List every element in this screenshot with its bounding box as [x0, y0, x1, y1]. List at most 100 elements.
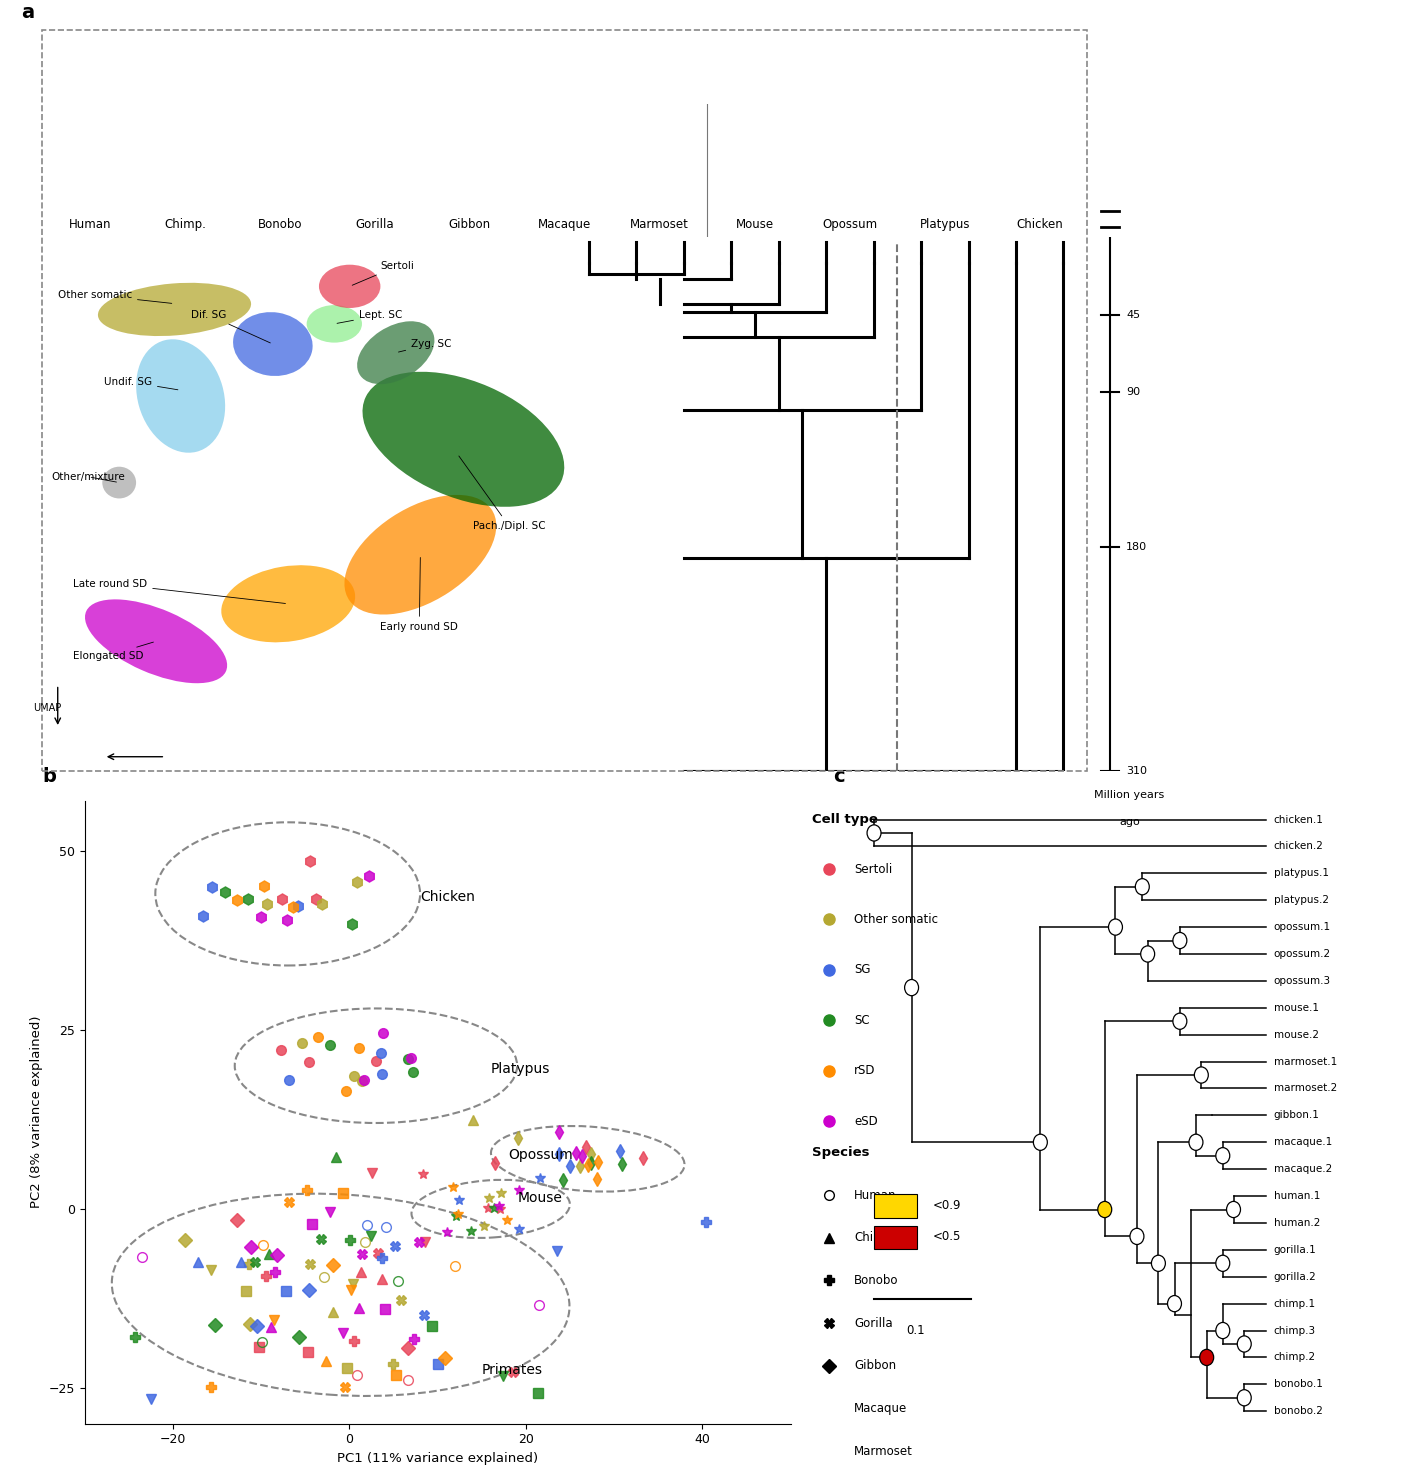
- Text: human.2: human.2: [1274, 1218, 1320, 1228]
- Text: Pach./Dipl. SC: Pach./Dipl. SC: [459, 455, 545, 531]
- Text: gorilla.2: gorilla.2: [1274, 1272, 1316, 1281]
- Text: Late round SD: Late round SD: [73, 578, 285, 604]
- Text: opossum.1: opossum.1: [1274, 922, 1332, 933]
- Text: Other somatic: Other somatic: [854, 914, 938, 925]
- Text: Bonobo: Bonobo: [257, 218, 302, 230]
- Circle shape: [1200, 1350, 1214, 1366]
- Text: bonobo.1: bonobo.1: [1274, 1379, 1323, 1390]
- Text: platypus.1: platypus.1: [1274, 869, 1329, 878]
- Circle shape: [1173, 933, 1187, 949]
- Text: <0.9: <0.9: [933, 1200, 962, 1212]
- Text: mouse.1: mouse.1: [1274, 1003, 1319, 1013]
- Text: Marmoset: Marmoset: [630, 218, 689, 230]
- Text: SG: SG: [854, 964, 871, 976]
- Text: Mouse: Mouse: [736, 218, 774, 230]
- Circle shape: [905, 979, 919, 995]
- Text: opossum.3: opossum.3: [1274, 976, 1332, 986]
- Text: Macaque: Macaque: [538, 218, 592, 230]
- Text: UMAP: UMAP: [32, 703, 61, 713]
- Text: Gorilla: Gorilla: [854, 1317, 892, 1330]
- Ellipse shape: [306, 305, 361, 343]
- Ellipse shape: [136, 340, 225, 452]
- Text: Human: Human: [69, 218, 112, 230]
- Y-axis label: PC2 (8% variance explained): PC2 (8% variance explained): [30, 1016, 44, 1209]
- Text: 45: 45: [1127, 310, 1141, 320]
- Text: ago: ago: [1120, 817, 1139, 826]
- Text: Elongated SD: Elongated SD: [73, 642, 154, 661]
- Circle shape: [1237, 1336, 1251, 1352]
- Ellipse shape: [233, 311, 312, 377]
- Ellipse shape: [102, 467, 136, 498]
- Text: 180: 180: [1127, 543, 1147, 552]
- Text: Sertoli: Sertoli: [854, 863, 892, 875]
- Text: Primates: Primates: [481, 1363, 542, 1376]
- Text: Platypus: Platypus: [919, 218, 970, 230]
- Text: Chimp.: Chimp.: [854, 1231, 897, 1244]
- Ellipse shape: [85, 599, 227, 684]
- Ellipse shape: [222, 565, 356, 642]
- Text: Species: Species: [812, 1146, 870, 1160]
- Circle shape: [1227, 1201, 1241, 1218]
- Ellipse shape: [319, 264, 380, 308]
- Text: Opossum: Opossum: [822, 218, 877, 230]
- Circle shape: [1173, 1013, 1187, 1029]
- Text: <0.5: <0.5: [933, 1231, 962, 1243]
- Text: Opossum: Opossum: [508, 1148, 573, 1161]
- Ellipse shape: [357, 322, 435, 384]
- Text: Bonobo: Bonobo: [854, 1274, 899, 1287]
- Text: Lept. SC: Lept. SC: [337, 310, 402, 323]
- Text: chicken.2: chicken.2: [1274, 841, 1323, 851]
- Circle shape: [1130, 1228, 1144, 1244]
- Text: Zyg. SC: Zyg. SC: [398, 340, 452, 351]
- Circle shape: [1168, 1296, 1182, 1312]
- Text: Early round SD: Early round SD: [380, 558, 459, 632]
- Text: Macaque: Macaque: [854, 1401, 908, 1415]
- Circle shape: [1097, 1201, 1111, 1218]
- Text: Chicken: Chicken: [1017, 218, 1063, 230]
- Text: Gibbon: Gibbon: [854, 1360, 897, 1372]
- Text: macaque.1: macaque.1: [1274, 1137, 1332, 1148]
- Text: chimp.1: chimp.1: [1274, 1299, 1316, 1308]
- Circle shape: [1237, 1390, 1251, 1406]
- Text: Gibbon: Gibbon: [449, 218, 491, 230]
- Text: eSD: eSD: [854, 1115, 878, 1127]
- Circle shape: [1108, 919, 1123, 936]
- X-axis label: PC1 (11% variance explained): PC1 (11% variance explained): [337, 1452, 538, 1465]
- Text: gorilla.1: gorilla.1: [1274, 1244, 1316, 1255]
- Text: Undif. SG: Undif. SG: [104, 377, 178, 390]
- Text: Sertoli: Sertoli: [352, 261, 414, 285]
- Text: chimp.3: chimp.3: [1274, 1326, 1316, 1336]
- Ellipse shape: [345, 495, 496, 614]
- Text: chicken.1: chicken.1: [1274, 814, 1323, 825]
- Text: 0.1: 0.1: [907, 1324, 925, 1336]
- Text: Other/mixture: Other/mixture: [52, 472, 126, 482]
- Text: platypus.2: platypus.2: [1274, 896, 1329, 905]
- Circle shape: [1216, 1148, 1230, 1164]
- Circle shape: [1216, 1255, 1230, 1271]
- Circle shape: [867, 825, 881, 841]
- Ellipse shape: [97, 283, 251, 337]
- Text: a: a: [21, 3, 34, 22]
- Text: Other somatic: Other somatic: [58, 291, 172, 304]
- Text: Dif. SG: Dif. SG: [192, 310, 270, 343]
- Text: marmoset.1: marmoset.1: [1274, 1056, 1337, 1066]
- Text: c: c: [833, 767, 844, 786]
- Text: mouse.2: mouse.2: [1274, 1029, 1319, 1040]
- Text: Platypus: Platypus: [491, 1062, 551, 1075]
- Circle shape: [1151, 1255, 1165, 1271]
- Circle shape: [1195, 1066, 1209, 1083]
- Circle shape: [1141, 946, 1155, 962]
- Text: Marmoset: Marmoset: [854, 1444, 914, 1458]
- Text: Chicken: Chicken: [421, 890, 474, 905]
- Text: rSD: rSD: [854, 1065, 875, 1077]
- Text: 310: 310: [1127, 767, 1147, 776]
- Text: 90: 90: [1127, 387, 1141, 397]
- Circle shape: [1034, 1134, 1048, 1151]
- Text: bonobo.2: bonobo.2: [1274, 1406, 1323, 1416]
- Bar: [874, 1194, 916, 1218]
- Text: Cell type: Cell type: [812, 813, 878, 826]
- Text: chimp.2: chimp.2: [1274, 1352, 1316, 1363]
- Text: opossum.2: opossum.2: [1274, 949, 1332, 960]
- Circle shape: [1189, 1134, 1203, 1151]
- Text: SC: SC: [854, 1014, 870, 1026]
